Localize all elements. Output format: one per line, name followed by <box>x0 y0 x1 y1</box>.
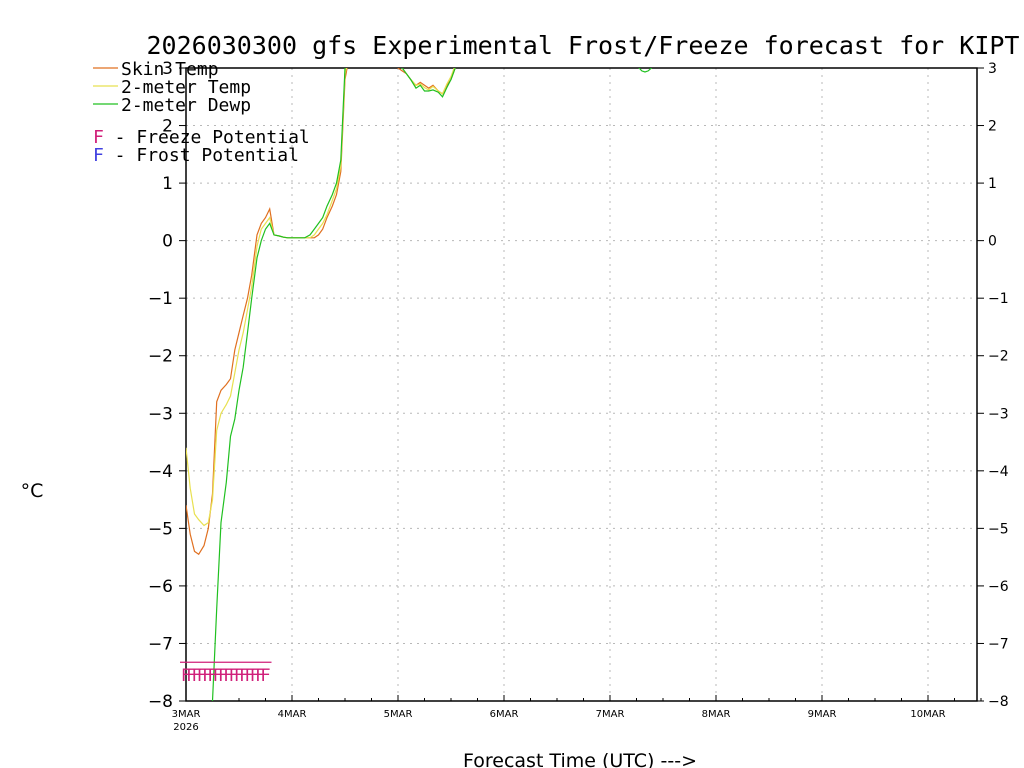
y-tick-label-right: −7 <box>988 636 1009 652</box>
x-tick-label: 4MAR <box>278 709 307 720</box>
y-tick-label-left: −1 <box>148 289 173 309</box>
freeze-marker: F <box>260 666 270 686</box>
x-axis: 3MAR 2026 4MAR 5MAR 6MAR 7MAR 8MAR 9MAR 10MAR <box>172 695 982 733</box>
y-tick-label-right: −6 <box>988 579 1009 595</box>
x-tick-label: 5MAR <box>384 709 413 720</box>
x-tick-label: 8MAR <box>702 709 731 720</box>
y-tick-label-left: −3 <box>148 404 173 424</box>
legend-freeze-symbol: F <box>93 127 104 148</box>
y-tick-label-left: 2 <box>162 117 173 137</box>
freeze-marker: F <box>181 666 191 686</box>
y-tick-label-right: −1 <box>988 291 1009 307</box>
x-tick-label: 9MAR <box>808 709 837 720</box>
y-tick-label-left: −7 <box>148 634 173 654</box>
legend: Skin Temp 2-meter Temp 2-meter Dewp F - … <box>93 59 310 166</box>
freeze-marker: F <box>229 666 239 686</box>
freeze-marker: F <box>250 666 260 686</box>
series-line-2-meter-dewp-late-dip- <box>638 68 653 73</box>
freeze-marker: F <box>218 666 228 686</box>
y-axis-label: °C <box>21 480 44 502</box>
y-tick-label-right: −5 <box>988 521 1009 537</box>
freeze-marker: F <box>197 666 207 686</box>
freeze-marker: F <box>186 666 196 686</box>
y-tick-label-left: 1 <box>162 174 173 194</box>
y-tick-label-right: 2 <box>988 119 997 135</box>
series-line-2-meter-dewp <box>211 68 456 701</box>
series-line-2-meter-temp <box>186 68 455 527</box>
x-tick-label: 7MAR <box>596 709 625 720</box>
y-tick-label-left: −6 <box>148 577 173 597</box>
freeze-marker: F <box>202 666 212 686</box>
y-tick-label-right: 0 <box>988 234 997 250</box>
y-tick-label-right: −2 <box>988 349 1009 365</box>
legend-label-skin-temp: Skin Temp <box>121 59 219 80</box>
legend-frost-symbol: F <box>93 145 104 166</box>
freeze-marker: F <box>207 666 217 686</box>
series-lines <box>186 68 653 701</box>
legend-frost-text: - Frost Potential <box>104 145 299 166</box>
plot-frame <box>185 67 978 702</box>
y-axis-left: 3 2 1 0 −1 −2 −3 −4 −5 −6 −7 −8 <box>148 59 186 712</box>
freeze-marker: F <box>244 666 254 686</box>
y-tick-label-right: −4 <box>988 464 1009 480</box>
x-tick-sublabel: 2026 <box>173 722 198 733</box>
x-axis-label: Forecast Time (UTC) ---> <box>463 750 697 768</box>
grid-lines <box>186 68 977 701</box>
legend-label-2m-dewp: 2-meter Dewp <box>121 95 251 116</box>
freeze-marker: F <box>239 666 249 686</box>
y-tick-label-left: −2 <box>148 347 173 367</box>
freeze-marker: F <box>223 666 233 686</box>
legend-frost-potential: F - Frost Potential <box>93 145 299 166</box>
y-tick-label-left: −5 <box>148 519 173 539</box>
y-tick-label-left: 3 <box>162 59 173 79</box>
y-tick-label-left: 0 <box>162 232 173 252</box>
legend-label-2m-temp: 2-meter Temp <box>121 77 251 98</box>
chart-title: 2026030300 gfs Experimental Frost/Freeze… <box>147 31 1020 60</box>
x-tick-label: 10MAR <box>910 709 945 720</box>
freeze-marker: F <box>213 666 223 686</box>
y-tick-label-left: −4 <box>148 462 173 482</box>
y-tick-label-right: 3 <box>988 61 997 77</box>
y-tick-label-right: 1 <box>988 176 997 192</box>
legend-freeze-text: - Freeze Potential <box>104 127 310 148</box>
y-axis-right: 3 2 1 0 −1 −2 −3 −4 −5 −6 −7 −8 <box>977 61 1009 710</box>
legend-freeze-potential: F - Freeze Potential <box>93 127 310 148</box>
x-tick-label: 3MAR <box>172 709 201 720</box>
x-tick-label: 6MAR <box>490 709 519 720</box>
freeze-marker: F <box>191 666 201 686</box>
freeze-marker: F <box>234 666 244 686</box>
y-tick-label-right: −3 <box>988 406 1009 422</box>
freeze-marker: F <box>255 666 265 686</box>
y-tick-label-left: −8 <box>148 692 173 712</box>
y-tick-label-right: −8 <box>988 694 1009 710</box>
